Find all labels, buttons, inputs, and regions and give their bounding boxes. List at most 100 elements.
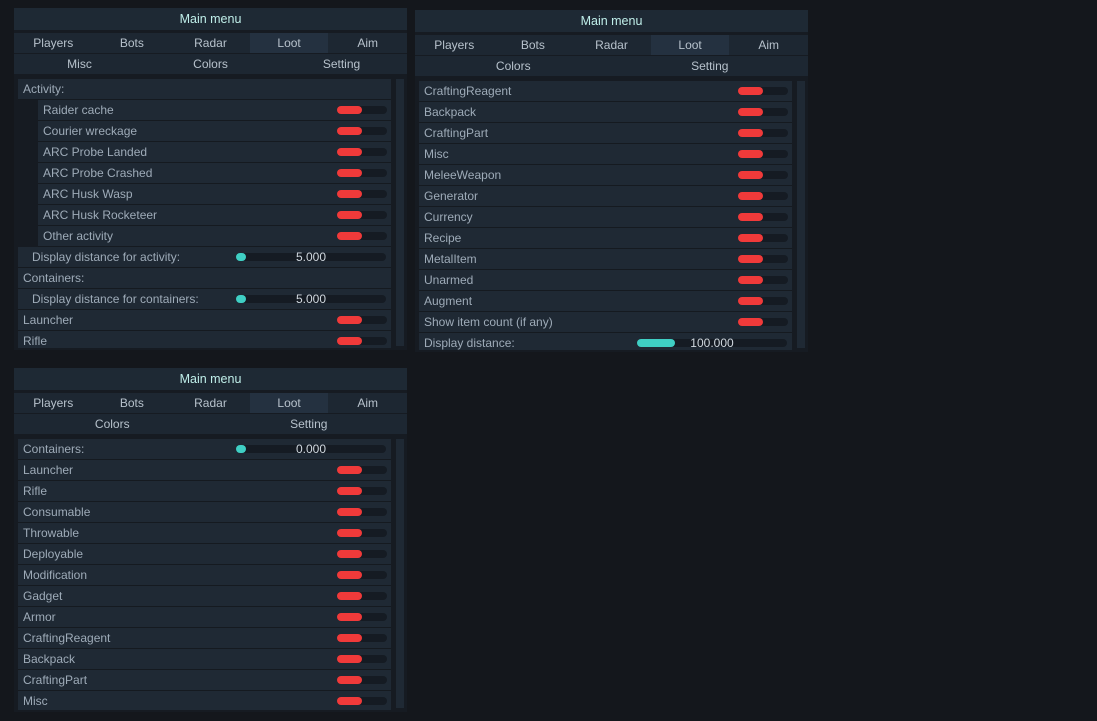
setting-row[interactable]: Display distance for activity: 5.000 <box>18 247 391 268</box>
tab-setting[interactable]: Setting <box>290 417 328 431</box>
setting-row[interactable]: CraftingReagent <box>419 81 792 102</box>
setting-row[interactable]: Unarmed <box>419 270 792 291</box>
setting-row[interactable]: Deployable <box>18 544 391 565</box>
setting-row[interactable]: Misc <box>18 691 391 710</box>
setting-row[interactable]: Augment <box>419 291 792 312</box>
tab-radar[interactable]: Radar <box>194 396 227 410</box>
toggle-switch[interactable] <box>337 190 387 198</box>
scrollbar[interactable] <box>797 81 805 348</box>
setting-row[interactable]: Containers: 0.000 <box>18 439 391 460</box>
setting-row[interactable]: Armor <box>18 607 391 628</box>
setting-row[interactable]: Recipe <box>419 228 792 249</box>
toggle-switch[interactable] <box>738 108 788 116</box>
tab-bots[interactable]: Bots <box>520 38 545 52</box>
toggle-switch[interactable] <box>738 297 788 305</box>
toggle-switch[interactable] <box>738 213 788 221</box>
toggle-switch[interactable] <box>337 655 387 663</box>
tab-aim[interactable]: Aim <box>357 36 378 50</box>
setting-row[interactable]: CraftingReagent <box>18 628 391 649</box>
setting-row[interactable]: MeleeWeapon <box>419 165 792 186</box>
setting-row[interactable]: Display distance: 100.000 <box>419 333 792 350</box>
setting-row[interactable]: ARC Probe Landed <box>38 142 391 163</box>
setting-row[interactable]: Misc <box>419 144 792 165</box>
tab-colors[interactable]: Colors <box>94 417 130 431</box>
toggle-switch[interactable] <box>337 337 387 345</box>
toggle-switch[interactable] <box>337 316 387 324</box>
tab-aim[interactable]: Aim <box>758 38 779 52</box>
toggle-switch[interactable] <box>337 697 387 705</box>
setting-row[interactable]: Show item count (if any) <box>419 312 792 333</box>
setting-label: MetalItem <box>424 252 477 266</box>
setting-row[interactable]: Currency <box>419 207 792 228</box>
tab-colors[interactable]: Colors <box>495 59 531 73</box>
setting-row[interactable]: Launcher <box>18 310 391 331</box>
setting-row[interactable]: Backpack <box>419 102 792 123</box>
tab-misc[interactable]: Misc <box>67 57 92 71</box>
toggle-switch[interactable] <box>738 87 788 95</box>
setting-row[interactable]: ARC Probe Crashed <box>38 163 391 184</box>
toggle-switch[interactable] <box>337 127 387 135</box>
tab-setting[interactable]: Setting <box>691 59 729 73</box>
tab-players[interactable]: Players <box>33 36 74 50</box>
setting-row[interactable]: ARC Husk Rocketeer <box>38 205 391 226</box>
setting-row[interactable]: Backpack <box>18 649 391 670</box>
toggle-switch[interactable] <box>337 232 387 240</box>
setting-row[interactable]: Consumable <box>18 502 391 523</box>
setting-row[interactable]: CraftingPart <box>18 670 391 691</box>
toggle-switch[interactable] <box>337 613 387 621</box>
toggle-switch[interactable] <box>337 466 387 474</box>
setting-row[interactable]: Rifle <box>18 331 391 348</box>
toggle-switch[interactable] <box>337 169 387 177</box>
tab-players[interactable]: Players <box>434 38 475 52</box>
tab-radar[interactable]: Radar <box>194 36 227 50</box>
toggle-switch[interactable] <box>738 171 788 179</box>
tab-colors[interactable]: Colors <box>193 57 228 71</box>
setting-row[interactable]: Display distance for containers: 5.000 <box>18 289 391 310</box>
setting-row[interactable]: Generator <box>419 186 792 207</box>
toggle-switch[interactable] <box>738 150 788 158</box>
toggle-switch[interactable] <box>337 634 387 642</box>
toggle-switch[interactable] <box>738 192 788 200</box>
slider[interactable]: 100.000 <box>637 336 787 350</box>
tab-players[interactable]: Players <box>33 396 74 410</box>
slider[interactable]: 5.000 <box>236 292 386 306</box>
tab-loot[interactable]: Loot <box>650 35 730 55</box>
tab-setting[interactable]: Setting <box>322 57 361 71</box>
scrollbar[interactable] <box>396 79 404 346</box>
toggle-switch[interactable] <box>738 234 788 242</box>
toggle-switch[interactable] <box>738 318 788 326</box>
setting-row[interactable]: ARC Husk Wasp <box>38 184 391 205</box>
scrollbar[interactable] <box>396 439 404 708</box>
setting-row[interactable]: Raider cache <box>38 100 391 121</box>
tab-loot[interactable]: Loot <box>249 33 329 53</box>
toggle-switch[interactable] <box>337 148 387 156</box>
slider[interactable]: 5.000 <box>236 250 386 264</box>
setting-row[interactable]: MetalItem <box>419 249 792 270</box>
setting-row[interactable]: Courier wreckage <box>38 121 391 142</box>
toggle-switch[interactable] <box>337 592 387 600</box>
toggle-switch[interactable] <box>337 571 387 579</box>
tab-radar[interactable]: Radar <box>595 38 628 52</box>
setting-row[interactable]: Rifle <box>18 481 391 502</box>
toggle-switch[interactable] <box>738 255 788 263</box>
setting-row[interactable]: Gadget <box>18 586 391 607</box>
toggle-switch[interactable] <box>337 487 387 495</box>
toggle-switch[interactable] <box>337 529 387 537</box>
setting-row[interactable]: Throwable <box>18 523 391 544</box>
toggle-switch[interactable] <box>337 508 387 516</box>
setting-row[interactable]: Modification <box>18 565 391 586</box>
setting-row[interactable]: CraftingPart <box>419 123 792 144</box>
toggle-switch[interactable] <box>738 129 788 137</box>
toggle-switch[interactable] <box>337 676 387 684</box>
toggle-switch[interactable] <box>337 211 387 219</box>
tab-loot[interactable]: Loot <box>249 393 329 413</box>
tab-bots[interactable]: Bots <box>119 36 144 50</box>
tab-aim[interactable]: Aim <box>357 396 378 410</box>
toggle-switch[interactable] <box>337 550 387 558</box>
toggle-switch[interactable] <box>738 276 788 284</box>
toggle-switch[interactable] <box>337 106 387 114</box>
setting-row[interactable]: Other activity <box>38 226 391 247</box>
tab-bots[interactable]: Bots <box>119 396 144 410</box>
setting-row[interactable]: Launcher <box>18 460 391 481</box>
slider[interactable]: 0.000 <box>236 442 386 456</box>
